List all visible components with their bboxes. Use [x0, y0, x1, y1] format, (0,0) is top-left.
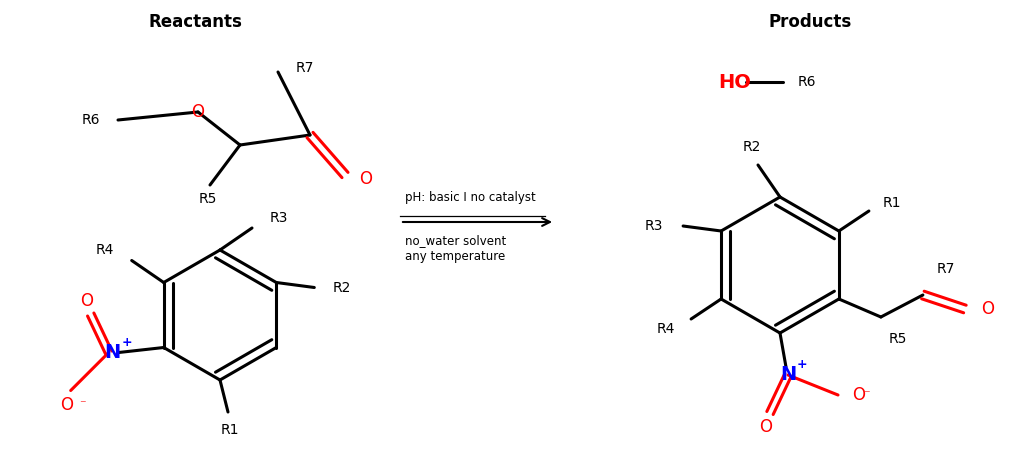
Text: ⁻: ⁻: [862, 388, 869, 401]
Text: R1: R1: [883, 196, 901, 210]
Text: Reactants: Reactants: [148, 13, 242, 31]
Text: R7: R7: [296, 61, 314, 75]
Text: ⁻: ⁻: [80, 398, 86, 411]
Text: R5: R5: [889, 332, 907, 346]
Text: R2: R2: [742, 140, 761, 154]
Text: R3: R3: [645, 219, 664, 233]
Text: O: O: [60, 396, 73, 414]
Text: R4: R4: [95, 243, 114, 257]
Text: pH: basic I no catalyst: pH: basic I no catalyst: [406, 191, 536, 204]
Text: R4: R4: [656, 322, 675, 336]
Text: O: O: [760, 418, 772, 436]
Text: O: O: [80, 292, 93, 310]
Text: N: N: [780, 365, 796, 384]
Text: R7: R7: [937, 262, 955, 276]
Text: R6: R6: [798, 75, 816, 89]
Text: +: +: [797, 359, 807, 372]
Text: R1: R1: [221, 423, 240, 437]
Text: R5: R5: [199, 192, 217, 206]
Text: Products: Products: [768, 13, 852, 31]
Text: no_water solvent: no_water solvent: [406, 234, 506, 247]
Text: O: O: [359, 170, 372, 188]
Text: R6: R6: [82, 113, 100, 127]
Text: +: +: [122, 336, 132, 349]
Text: O: O: [852, 386, 865, 404]
Text: any temperature: any temperature: [406, 250, 505, 263]
Text: HO: HO: [718, 72, 751, 91]
Text: O: O: [191, 103, 205, 121]
Text: N: N: [104, 343, 121, 362]
Text: O: O: [981, 300, 994, 318]
Text: R3: R3: [270, 211, 289, 225]
Text: R2: R2: [333, 280, 350, 294]
